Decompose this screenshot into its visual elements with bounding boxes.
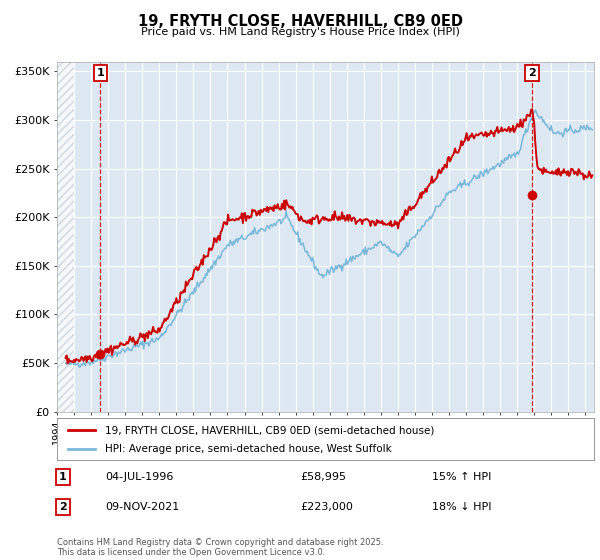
Bar bbox=[57, 62, 74, 412]
Text: 04-JUL-1996: 04-JUL-1996 bbox=[105, 472, 173, 482]
Text: 18% ↓ HPI: 18% ↓ HPI bbox=[432, 502, 491, 512]
Text: 19, FRYTH CLOSE, HAVERHILL, CB9 0ED: 19, FRYTH CLOSE, HAVERHILL, CB9 0ED bbox=[137, 14, 463, 29]
Text: Contains HM Land Registry data © Crown copyright and database right 2025.
This d: Contains HM Land Registry data © Crown c… bbox=[57, 538, 383, 557]
Text: HPI: Average price, semi-detached house, West Suffolk: HPI: Average price, semi-detached house,… bbox=[106, 445, 392, 454]
Text: £58,995: £58,995 bbox=[300, 472, 346, 482]
Bar bbox=[57, 62, 74, 412]
Text: 1: 1 bbox=[97, 68, 104, 78]
Text: 19, FRYTH CLOSE, HAVERHILL, CB9 0ED (semi-detached house): 19, FRYTH CLOSE, HAVERHILL, CB9 0ED (sem… bbox=[106, 425, 435, 435]
Text: 09-NOV-2021: 09-NOV-2021 bbox=[105, 502, 179, 512]
Text: 15% ↑ HPI: 15% ↑ HPI bbox=[432, 472, 491, 482]
Text: £223,000: £223,000 bbox=[300, 502, 353, 512]
Text: 1: 1 bbox=[59, 472, 67, 482]
Text: 2: 2 bbox=[59, 502, 67, 512]
Text: 2: 2 bbox=[528, 68, 536, 78]
Text: Price paid vs. HM Land Registry's House Price Index (HPI): Price paid vs. HM Land Registry's House … bbox=[140, 27, 460, 37]
